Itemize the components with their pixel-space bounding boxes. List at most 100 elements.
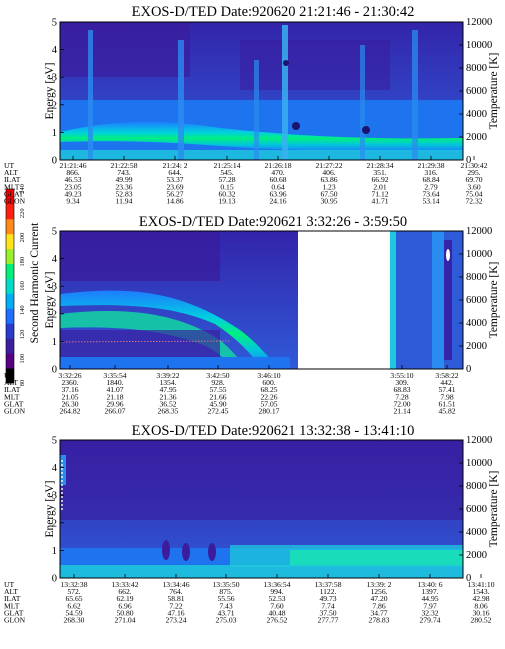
- ephemeris-cell: 21.36: [159, 392, 176, 401]
- ephemeris-cell: 60.68: [269, 175, 286, 184]
- panel-1-streak: [254, 60, 259, 160]
- ephemeris-cell: 21:27:22: [315, 161, 342, 170]
- ephemeris-cell: 0.15: [220, 182, 233, 191]
- ephemeris-cell: 75.04: [465, 189, 482, 198]
- ephemeris-row-label: UT: [4, 580, 14, 589]
- colorbar-cell: [6, 203, 14, 220]
- colorbar: Second Harmonic Current 80 100 120 140 160 18…: [5, 184, 41, 387]
- y2-tick-label: 4000: [466, 318, 487, 329]
- y2-tick-label: 2000: [466, 341, 487, 352]
- ephemeris-cell: 41.71: [371, 197, 388, 206]
- colorbar-tick-label: 200: [19, 233, 26, 243]
- panel-2-dark-region: [60, 231, 220, 281]
- colorbar-cell: [6, 338, 14, 354]
- ephemeris-cell: 21:28:34: [366, 161, 393, 170]
- ephemeris-cell: 21:29:38: [417, 161, 444, 170]
- ephemeris-cell: 2.01: [373, 182, 386, 191]
- ephemeris-cell: 268.30: [64, 616, 85, 625]
- panel-2: EXOS-D/TED Date:920621 3:32:26 - 3:59:50: [59, 214, 464, 370]
- ephemeris-cell: 295.: [467, 168, 480, 177]
- ephemeris-cell: 50.80: [116, 608, 133, 617]
- ephemeris-cell: 47.20: [370, 594, 387, 603]
- ephemeris-cell: 72.32: [465, 197, 482, 206]
- ephemeris-cell: 875.: [219, 587, 232, 596]
- ephemeris-cell: 1543.: [472, 587, 489, 596]
- y-tick-label: 5: [52, 436, 57, 447]
- panel-3-dip: [208, 543, 216, 561]
- y2-tick-label: 6000: [466, 295, 487, 306]
- ephemeris-row-label: GLAT: [4, 608, 24, 617]
- colorbar-cell: [6, 278, 14, 294]
- ephemeris-cell: 6.62: [67, 601, 80, 610]
- ephemeris-cell: 3:58:22: [435, 371, 458, 380]
- panel-3-title: EXOS-D/TED Date:920621 13:32:38 - 13:41:…: [132, 423, 415, 439]
- ephemeris-cell: 23.36: [115, 182, 132, 191]
- ephemeris-cell: 3:42:50: [206, 371, 229, 380]
- ephemeris-cell: 53.37: [166, 175, 183, 184]
- colorbar-tick-label: 140: [19, 305, 26, 315]
- y-tick-label: 3: [52, 73, 57, 84]
- ephemeris-cell: 55.56: [217, 594, 234, 603]
- ephemeris-cell: 57.28: [218, 175, 235, 184]
- panel-1-spot: [283, 60, 289, 66]
- ephemeris-cell: 21:22:58: [110, 161, 137, 170]
- ephemeris-cell: 47.95: [159, 385, 176, 394]
- colorbar-tick-label: 80: [19, 380, 26, 387]
- ephemeris-cell: 3:46:10: [257, 371, 280, 380]
- y2-axis-label: Temperature [K]: [488, 471, 500, 548]
- ephemeris-cell: 3:35:54: [103, 371, 126, 380]
- ephemeris-cell: 30.16: [472, 608, 489, 617]
- ephemeris-cell: 6.96: [118, 601, 131, 610]
- panel-3-dip: [162, 540, 170, 560]
- ephemeris-row-label: ILAT: [4, 385, 21, 394]
- panel-3-axes: 0 1 2 3 4 5 0 2000 4000 6000 8000 10000 12000 Energy …: [4, 435, 500, 625]
- ephemeris-cell: 63.96: [269, 189, 286, 198]
- y2-tick-label: 10000: [466, 249, 492, 260]
- ephemeris-cell: 1.23: [322, 182, 335, 191]
- ephemeris-cell: 1122.: [320, 587, 337, 596]
- ephemeris-row-label: MLT: [4, 392, 20, 401]
- panel-1-spot: [362, 126, 370, 134]
- ephemeris-cell: 7.28: [395, 392, 408, 401]
- y2-tick-label: 0: [466, 155, 471, 166]
- panel-3-dark-region: [60, 440, 463, 520]
- colorbar-cell: [6, 308, 14, 324]
- ephemeris-cell: 7.74: [321, 601, 334, 610]
- ephemeris-cell: 44.95: [421, 594, 438, 603]
- colorbar-cell: [6, 233, 14, 250]
- ephemeris-cell: 67.50: [320, 189, 337, 198]
- ephemeris-cell: 60.32: [218, 189, 235, 198]
- y-tick-label: 1: [52, 546, 57, 557]
- ephemeris-cell: 53.14: [422, 197, 439, 206]
- panel-1-bottom-band: [60, 150, 463, 160]
- panel-2-ephemeris: UTALTILATMLTGLATGLON3:32:262360.37.1621.…: [4, 371, 459, 416]
- ephemeris-cell: 3:32:26: [58, 371, 81, 380]
- ephemeris-cell: 37.50: [319, 608, 336, 617]
- panel-2-spot: [446, 249, 450, 261]
- panel-2-data-gap: [298, 231, 390, 369]
- ephemeris-row-label: UT: [4, 161, 14, 170]
- y2-tick-label: 12000: [466, 17, 492, 28]
- y-tick-label: 5: [52, 227, 57, 238]
- y2-tick-label: 8000: [466, 63, 487, 74]
- ephemeris-cell: 42.98: [472, 594, 489, 603]
- ephemeris-cell: 49.99: [115, 175, 132, 184]
- ephemeris-cell: 13:32:38: [60, 580, 87, 589]
- ephemeris-cell: 572.: [67, 587, 80, 596]
- ephemeris-cell: 743.: [117, 168, 130, 177]
- ephemeris-cell: 21:25:14: [213, 161, 240, 170]
- ephemeris-cell: 866.: [66, 168, 79, 177]
- panel-1-streak: [360, 45, 365, 160]
- ephemeris-row-label: MLT: [4, 601, 20, 610]
- ephemeris-cell: 21.18: [106, 392, 123, 401]
- ephemeris-cell: 644.: [168, 168, 181, 177]
- ephemeris-cell: 41.07: [106, 385, 123, 394]
- ephemeris-cell: 66.92: [371, 175, 388, 184]
- ephemeris-cell: 8.06: [474, 601, 487, 610]
- ephemeris-cell: 3.60: [467, 182, 480, 191]
- ephemeris-cell: 309.: [395, 378, 408, 387]
- colorbar-cell: [6, 293, 14, 309]
- ephemeris-cell: 52.83: [115, 189, 132, 198]
- panel-1-ephemeris: UTALTILATMLTGLATGLON21:21:46866.46.5323.…: [4, 161, 488, 206]
- ephemeris-cell: 29.96: [106, 399, 123, 408]
